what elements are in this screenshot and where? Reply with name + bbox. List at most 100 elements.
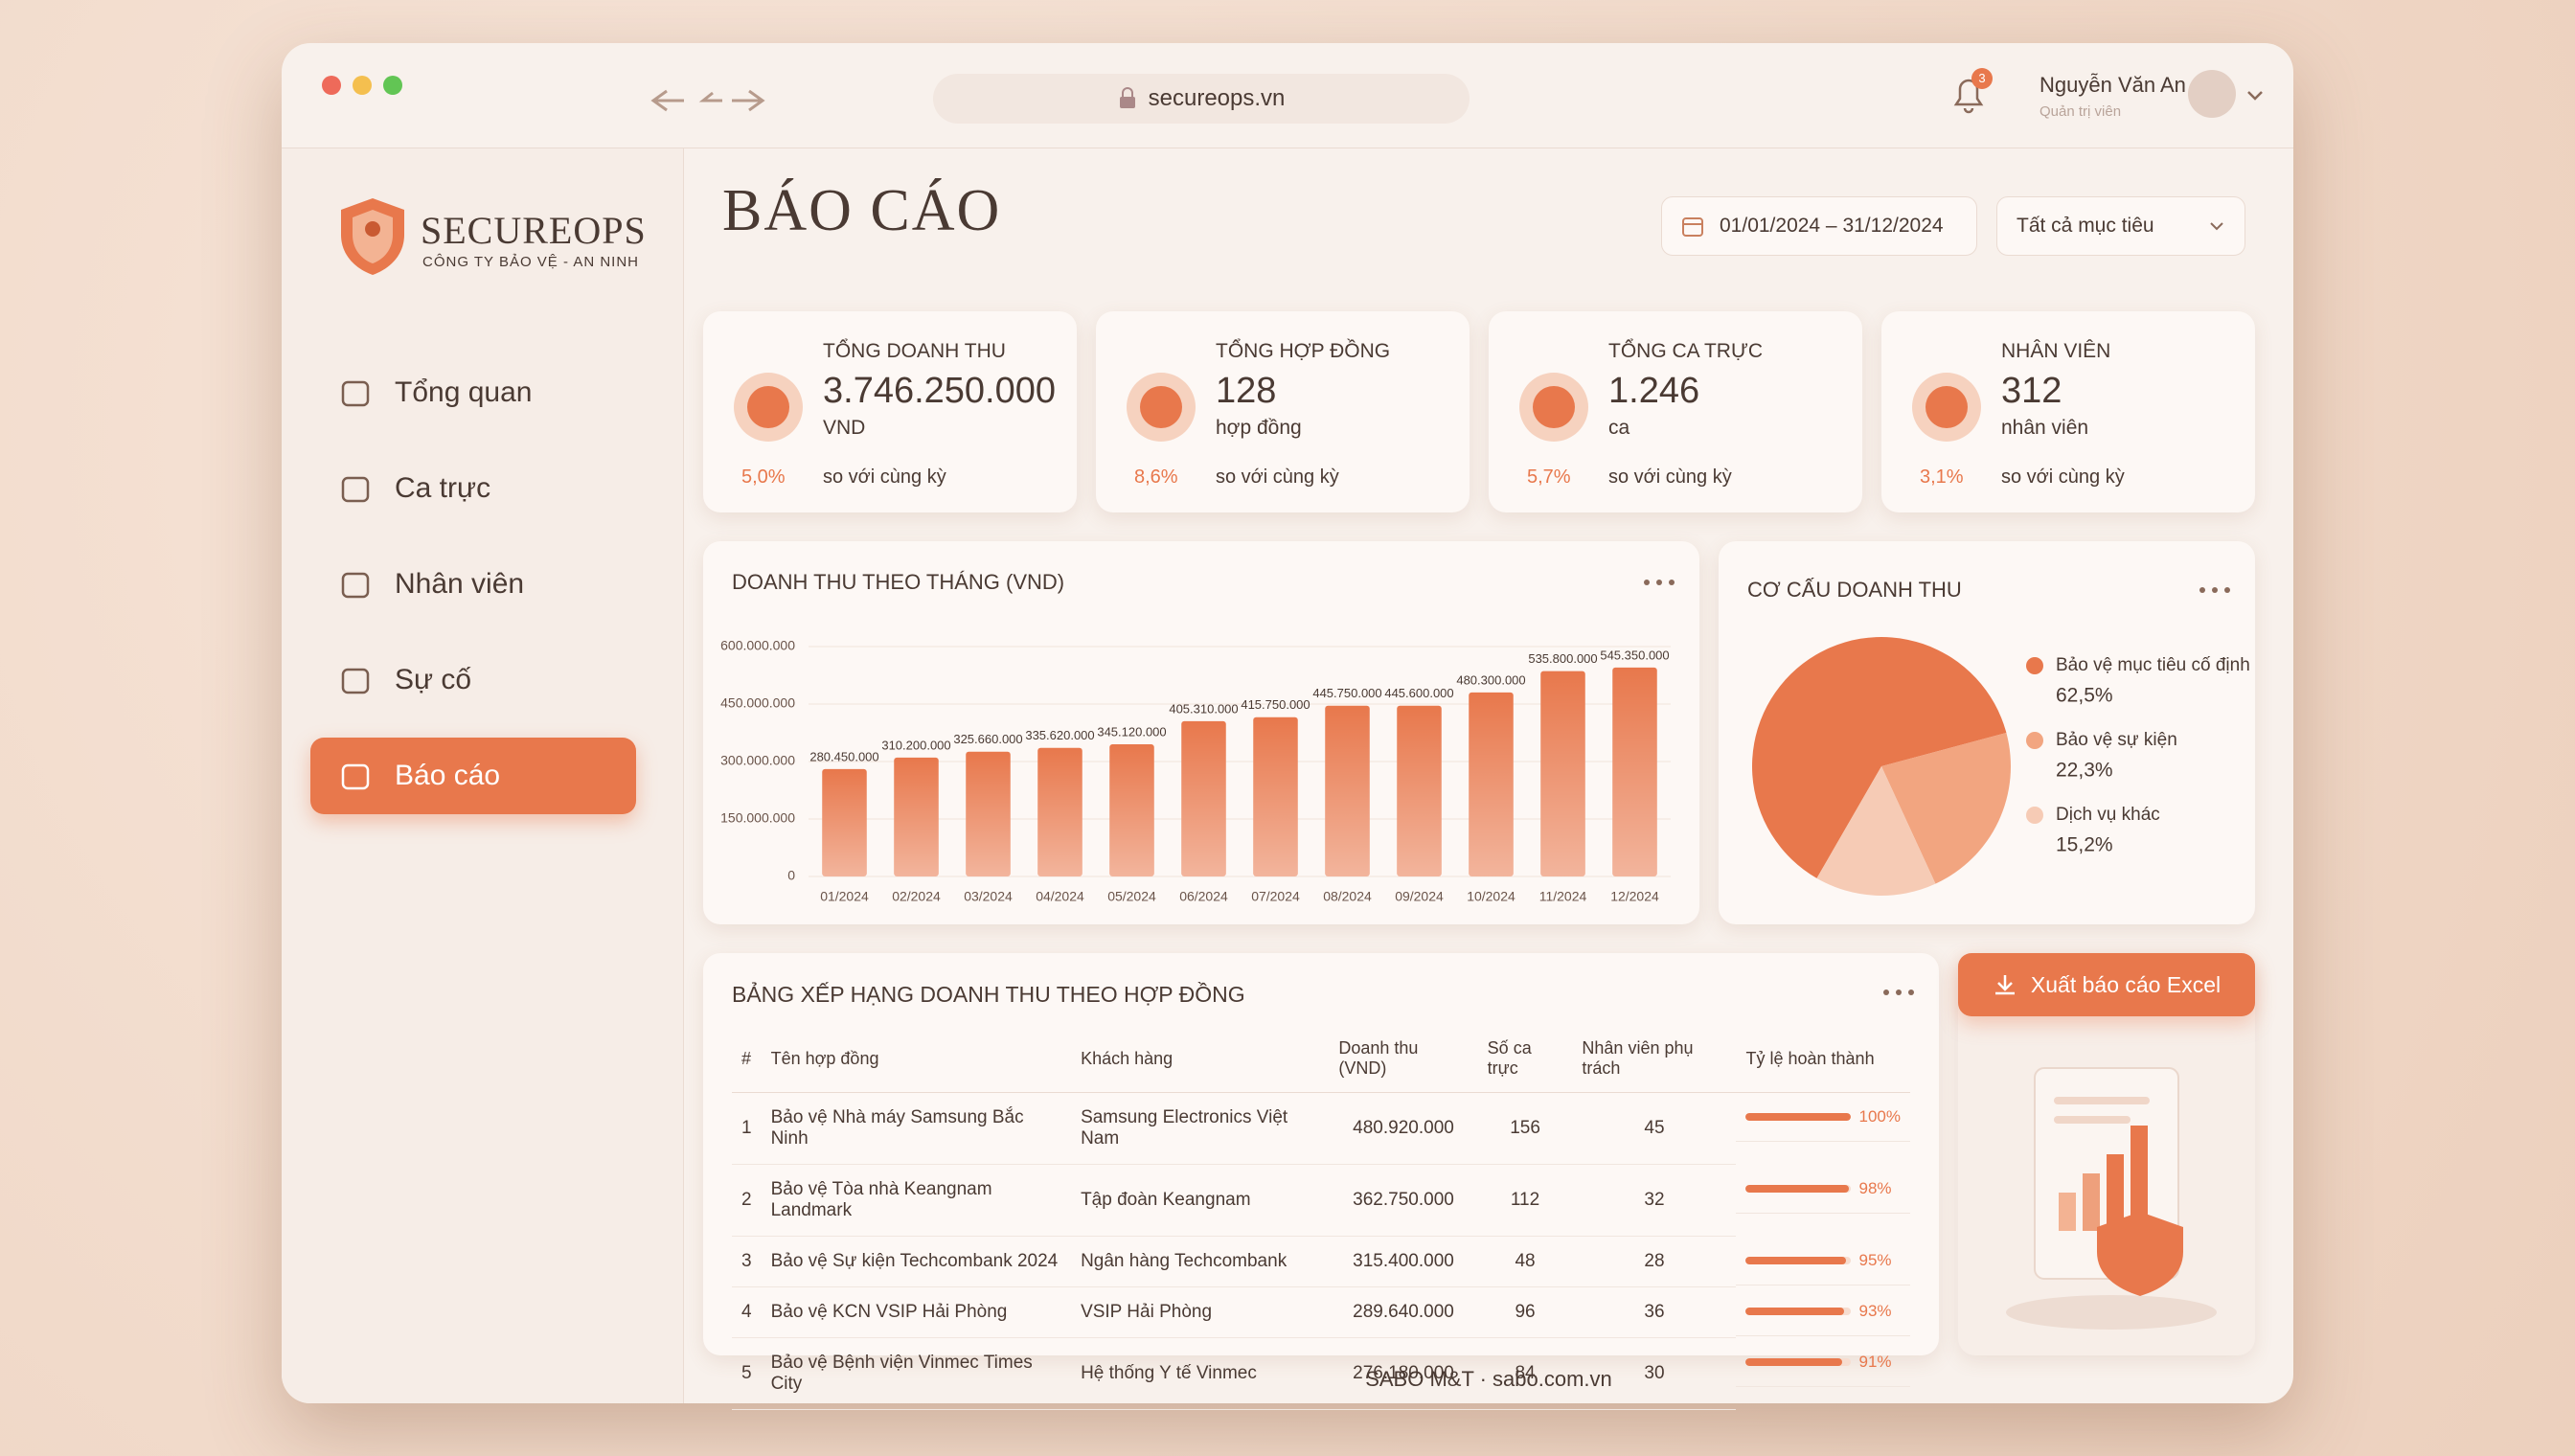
date-picker[interactable]: 01/01/2024 – 31/12/2024 (1661, 196, 1977, 256)
value-label: 15,2% (2056, 834, 2113, 856)
progress-track (1745, 1113, 1852, 1121)
table-row[interactable]: 1 Bảo vệ Nhà máy Samsung Bắc Ninh Samsung … (732, 1092, 1910, 1165)
bar-sheen (1469, 692, 1514, 876)
x-tick-label: 05/2024 (1107, 889, 1156, 904)
chart-title: DOANH THU THEO THÁNG (VND) (732, 570, 1065, 594)
legend-label: Bảo vệ sự kiện (2056, 730, 2177, 750)
y-tick-label: 150.000.000 (720, 810, 795, 826)
bar-sheen (894, 757, 939, 876)
more-menu[interactable] (1881, 988, 1920, 997)
table-cell: Samsung Electronics Việt Nam (1071, 1092, 1330, 1165)
table-row[interactable]: 3 Bảo vệ Sự kiện Techcombank 2024 Ngân hàn… (732, 1236, 1910, 1287)
window-controls (322, 76, 402, 95)
filter-value: Tất cả mục tiêu (2017, 215, 2154, 237)
table-cell: Bảo vệ Nhà máy Samsung Bắc Ninh (761, 1092, 1072, 1165)
kpi-change: 5,7% (1527, 466, 1571, 488)
table-body: 1 Bảo vệ Nhà máy Samsung Bắc Ninh Samsung … (732, 1092, 1910, 1410)
bar-sheen (1612, 667, 1657, 876)
export-button[interactable]: Xuất báo cáo Excel (1958, 953, 2255, 1016)
nav-label: Nhân viên (395, 568, 525, 600)
kpi-compare: so với cùng kỳ (1216, 466, 1339, 488)
value-label: 445.750.000 (1312, 686, 1381, 700)
nav-item[interactable]: Sự cố (310, 642, 636, 718)
bell-icon (1953, 79, 1984, 114)
avatar[interactable] (2188, 70, 2236, 118)
pie-slice (1752, 637, 2007, 878)
more-menu[interactable] (1642, 578, 1680, 587)
legend-swatch (2026, 657, 2043, 674)
kpi-icon (734, 373, 803, 442)
table-cell: 48 (1477, 1236, 1573, 1287)
brand: SECUREOPS (421, 209, 647, 252)
nav-arrows[interactable] (646, 81, 780, 120)
user-info[interactable]: Nguyễn Văn An Quản trị viên (2039, 72, 2186, 125)
target-filter[interactable]: Tất cả mục tiêu (1996, 196, 2245, 256)
logo-shield (341, 198, 404, 275)
y-tick-label: 300.000.000 (720, 753, 795, 768)
table-cell: 96 (1477, 1286, 1573, 1338)
url-bar[interactable]: secureops.vn (933, 74, 1470, 124)
kpi-change: 3,1% (1920, 466, 1964, 488)
progress-bar (1745, 1184, 1850, 1193)
user-name: Nguyễn Văn An (2039, 73, 2186, 97)
completion-cell: 100% (1736, 1093, 1910, 1142)
table-cell: VSIP Hải Phòng (1071, 1286, 1330, 1338)
progress-bar (1745, 1256, 1846, 1264)
bar-sheen (1253, 717, 1298, 876)
value-label: 480.300.000 (1456, 672, 1525, 687)
table-cell: 32 (1572, 1164, 1737, 1237)
value-label: 22,3% (2056, 760, 2113, 782)
more-menu[interactable] (2198, 585, 2236, 595)
progress-track (1745, 1256, 1852, 1264)
completion-cell: 98% (1736, 1165, 1910, 1214)
table-cell: 45 (1572, 1092, 1737, 1165)
x-tick-label: 09/2024 (1395, 889, 1444, 904)
value-label: 325.660.000 (953, 732, 1022, 746)
page-title: BÁO CÁO (722, 178, 1002, 243)
notifications[interactable]: 3 (1948, 68, 1996, 118)
maximize[interactable] (383, 76, 402, 95)
lock-icon (1119, 87, 1135, 108)
value-label: 415.750.000 (1241, 697, 1310, 712)
value-label: 345.120.000 (1097, 724, 1166, 739)
bar-sheen (1109, 743, 1154, 876)
column-header: Tên hợp đồng (761, 1025, 1072, 1093)
calendar-icon (1682, 217, 1703, 237)
legend-label: Dịch vụ khác (2056, 805, 2160, 825)
kpi-icon (1519, 373, 1588, 442)
table-row[interactable]: 4 Bảo vệ KCN VSIP Hải Phòng VSIP Hải Phòng… (732, 1286, 1910, 1338)
legend-swatch (2026, 732, 2043, 749)
table-cell: 289.640.000 (1329, 1286, 1478, 1338)
table-cell: 5 (732, 1337, 762, 1410)
browser-window: secureops.vn 3 Nguyễn Văn An Quản trị vi… (282, 43, 2293, 1410)
progress-track (1745, 1357, 1852, 1366)
completion-label: 95% (1858, 1250, 1892, 1269)
value-label: 405.310.000 (1169, 701, 1238, 716)
dropdown-icon (2210, 222, 2223, 231)
ranking-table: # Tên hợp đồng Khách hàng Doanh thu (VND) Số… (732, 1025, 1910, 1410)
nav-item[interactable]: Tổng quan (310, 354, 636, 431)
kpi-unit: nhân viên (2001, 417, 2089, 439)
kpi-card: TỔNG HỢP ĐỒNG 128 hợp đồng 8,6% so với cùng … (1096, 311, 1470, 512)
nav-item[interactable]: Ca trực (310, 450, 636, 527)
kpi-label: TỔNG DOANH THU (823, 340, 1006, 362)
pie-chart-card: CƠ CẤU DOANH THU Bảo vệ mục tiêu cố định… (1719, 541, 2255, 924)
table-row[interactable]: 5 Bảo vệ Bệnh viện Vinmec Times City Hệ th… (732, 1337, 1910, 1410)
minimize[interactable] (353, 76, 372, 95)
kpi-change: 5,0% (741, 466, 786, 488)
export-label: Xuất báo cáo Excel (2030, 971, 2222, 997)
bar-sheen (1397, 705, 1442, 876)
kpi-card: TỔNG DOANH THU 3.746.250.000 VND 5,0% so với… (703, 311, 1077, 512)
column-header: # (732, 1025, 762, 1093)
nav-item[interactable]: Nhân viên (310, 546, 636, 623)
table-cell: 315.400.000 (1329, 1236, 1478, 1287)
close[interactable] (322, 76, 341, 95)
table-row[interactable]: 2 Bảo vệ Tòa nhà Keangnam Landmark Tập đoà… (732, 1164, 1910, 1237)
completion-cell: 95% (1736, 1237, 1910, 1285)
icon-shape (341, 380, 370, 407)
table-title: BẢNG XẾP HẠNG DOANH THU THEO HỢP ĐỒNG (732, 982, 1245, 1007)
nav-item[interactable]: Báo cáo (310, 738, 636, 814)
x-tick-label: 11/2024 (1539, 889, 1587, 904)
y-tick-label: 600.000.000 (720, 638, 795, 653)
icon-shape (1533, 386, 1575, 428)
